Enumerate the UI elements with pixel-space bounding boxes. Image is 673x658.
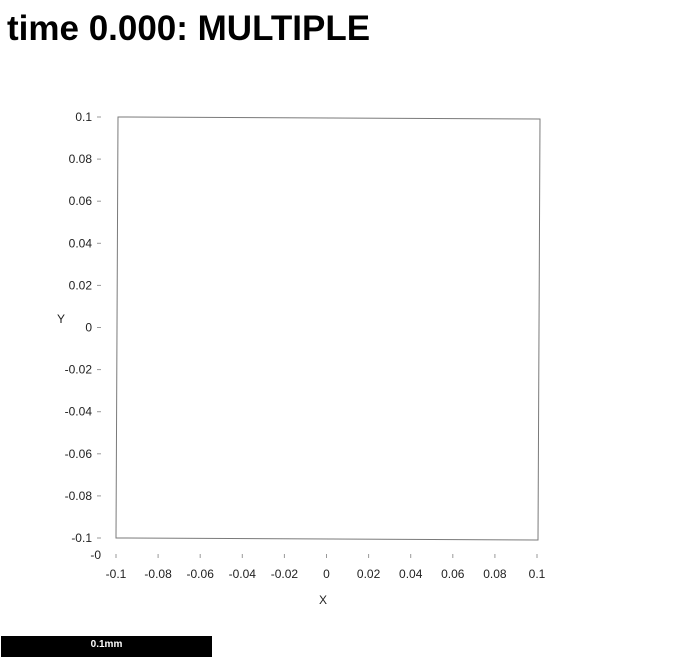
y-tick-label: -0.06	[65, 447, 93, 461]
y-tick-label: 0.06	[69, 194, 93, 208]
x-tick-label: -0.1	[106, 567, 127, 581]
y-tick-label: 0.1	[75, 110, 92, 124]
x-tick-label: 0	[323, 567, 330, 581]
scale-bar-label: 0.1mm	[90, 639, 123, 650]
y-axis: 0.1 0.08 0.06 0.04 0.02 0 -0.02 -0.04 -0.06 -0.08…	[65, 110, 101, 545]
y-tick-label: -0.08	[65, 489, 93, 503]
x-tick-label: -0.08	[144, 567, 172, 581]
chart-title: time 0.000: MULTIPLE	[7, 9, 371, 48]
x-tick-label: 0.04	[399, 567, 423, 581]
x-tick-label: 0.1	[529, 567, 546, 581]
y-tick-label: -0.02	[65, 363, 93, 377]
x-tick-label: 0.02	[357, 567, 381, 581]
x-tick-label: 0.08	[483, 567, 507, 581]
y-tick-label: -0.04	[65, 405, 93, 419]
corner-label: -0	[90, 548, 101, 562]
y-axis-label: Y	[57, 312, 65, 326]
x-axis-label: X	[319, 593, 327, 607]
scale-bar: 0.1mm	[1, 636, 212, 657]
x-axis: -0.1 -0.08 -0.06 -0.04 -0.02 0 0.02 0.04 0.06 0.0…	[106, 554, 546, 581]
domain-boundary	[115, 116, 541, 541]
y-tick-label: 0.02	[69, 278, 93, 292]
x-tick-label: 0.06	[441, 567, 465, 581]
x-tick-label: -0.06	[187, 567, 215, 581]
y-tick-label: 0.04	[69, 236, 93, 250]
y-tick-label: -0.1	[71, 531, 92, 545]
y-tick-label: 0.08	[69, 152, 93, 166]
x-tick-label: -0.04	[229, 567, 257, 581]
x-tick-label: -0.02	[271, 567, 299, 581]
y-tick-label: 0	[85, 321, 92, 335]
